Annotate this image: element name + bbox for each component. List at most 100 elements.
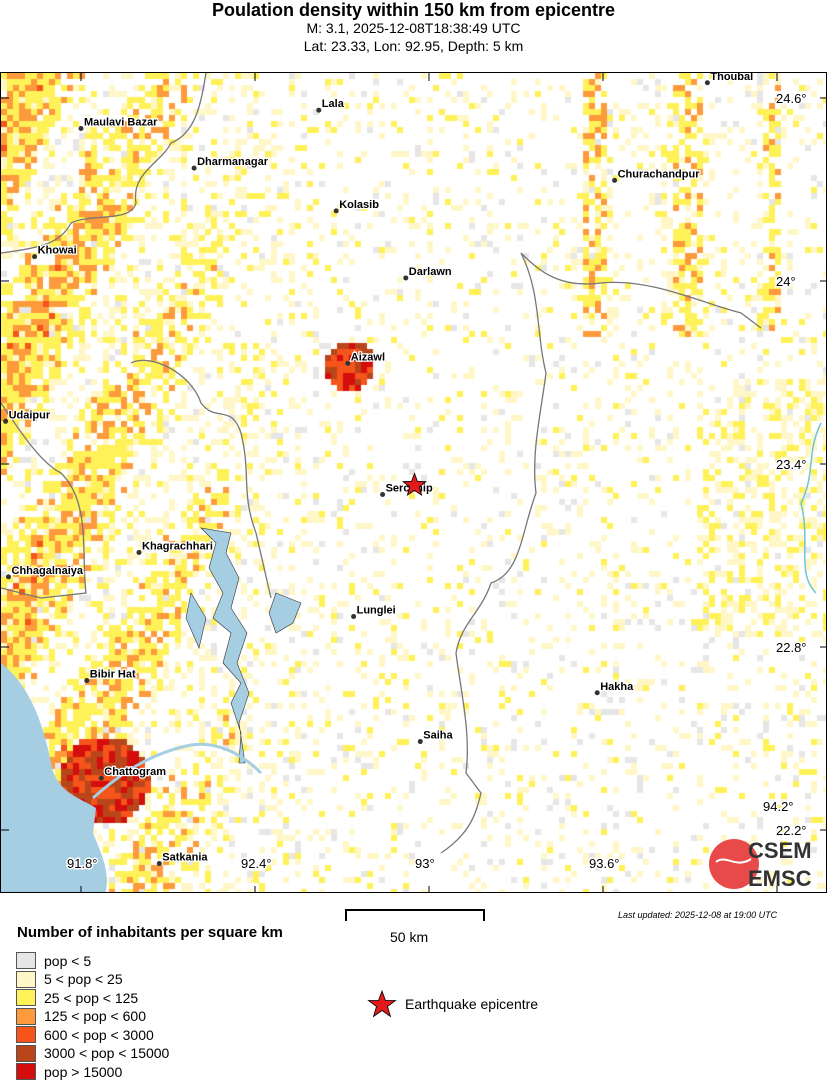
- water-bodies: [1, 422, 822, 892]
- population-density-map[interactable]: 91.8° 92.4° 93° 93.6° 94.2° 24.6° 24° 23.4° 22.8…: [0, 72, 827, 893]
- city-marker: Dharmanagar: [191, 155, 270, 171]
- kaptai-lake: [185, 527, 302, 764]
- city-marker: Darlawn: [403, 265, 453, 281]
- svg-text:CSEM: CSEM: [748, 838, 812, 863]
- city-label: Saiha: [423, 730, 453, 742]
- city-marker: Chattogram: [98, 765, 167, 781]
- scale-bar: [345, 909, 485, 921]
- city-label: Udaipur: [9, 409, 51, 421]
- city-marker: Satkania: [156, 850, 210, 867]
- legend-item: pop < 5: [16, 952, 91, 969]
- legend-label: 5 < pop < 25: [44, 971, 123, 987]
- city-label: Maulavi Bazar: [84, 117, 158, 129]
- legend-swatch: [16, 989, 36, 1006]
- city-marker: Khagrachhari: [136, 539, 214, 555]
- city-marker: Khowai: [32, 243, 78, 260]
- city-label: Churachandpur: [618, 168, 701, 180]
- city-marker: Maulavi Bazar: [78, 115, 159, 131]
- city-label: Aizawl: [351, 351, 385, 363]
- bay-of-bengal: [1, 663, 107, 892]
- legend-swatch: [16, 1026, 36, 1043]
- city-dot: [417, 739, 423, 745]
- city-dot: [156, 861, 162, 867]
- svg-text:EMSC: EMSC: [748, 866, 812, 891]
- city-marker: Saiha: [417, 728, 455, 745]
- lat-label: 22.8°: [776, 640, 807, 655]
- lat-label: 23.4°: [776, 457, 807, 472]
- legend-swatch: [16, 1044, 36, 1062]
- india-myanmar-border: [440, 252, 762, 854]
- city-dot: [351, 614, 357, 619]
- city-dot: [98, 775, 104, 781]
- legend-swatch: [16, 1007, 36, 1025]
- lon-label: 92.4°: [241, 856, 272, 871]
- city-dot: [333, 208, 339, 214]
- city-label: Lunglei: [357, 605, 396, 617]
- legend-label: 125 < pop < 600: [44, 1008, 146, 1024]
- city-dot: [78, 126, 84, 131]
- legend-item: pop > 15000: [16, 1063, 122, 1080]
- lon-label: 91.8°: [67, 856, 98, 871]
- city-label: Khowai: [38, 245, 77, 257]
- city-marker: Aizawl: [345, 350, 386, 366]
- city-marker: Churachandpur: [612, 167, 701, 183]
- city-dot: [191, 165, 197, 171]
- city-dot: [594, 690, 600, 696]
- map-title: Poulation density within 150 km from epi…: [211, 0, 616, 20]
- legend-swatch: [16, 952, 36, 969]
- city-dot: [380, 492, 386, 497]
- epicentre-label: Earthquake epicentre: [405, 996, 539, 1012]
- legend-item: 600 < pop < 3000: [16, 1026, 154, 1043]
- tripura-border: [1, 402, 87, 599]
- city-dot: [612, 177, 618, 183]
- scale-label: 50 km: [390, 929, 429, 945]
- epicentre-star-icon: [402, 472, 427, 497]
- legend-item: 125 < pop < 600: [16, 1007, 146, 1025]
- city-dot: [403, 275, 409, 281]
- east-river: [800, 422, 822, 594]
- city-marker: Bibir Hat: [84, 667, 137, 684]
- lat-label: 24.6°: [776, 91, 807, 106]
- city-label: Lala: [322, 98, 345, 110]
- borders: [1, 73, 762, 854]
- legend-label: pop > 15000: [44, 1063, 123, 1080]
- city-dot: [84, 678, 90, 684]
- city-label: Chhagalnaiya: [12, 565, 84, 577]
- city-dot: [6, 574, 11, 580]
- legend-item: 25 < pop < 125: [16, 989, 138, 1006]
- city-marker: Lala: [316, 97, 346, 113]
- city-marker: Hakha: [594, 680, 635, 696]
- city-marker: Udaipur: [3, 408, 52, 424]
- csem-emsc-logo: CSEM EMSC: [709, 838, 812, 891]
- city-marker: Kolasib: [333, 198, 380, 214]
- city-dot: [136, 549, 142, 555]
- event-info: M: 3.1, 2025-12-08T18:38:49 UTC: [306, 20, 521, 36]
- map-overlay: 91.8° 92.4° 93° 93.6° 94.2° 24.6° 24° 23.4° 22.8…: [1, 73, 826, 892]
- river: [92, 742, 263, 800]
- city-label: Thoubal: [710, 73, 753, 83]
- legend-swatch: [16, 970, 36, 988]
- city-dot: [316, 107, 322, 113]
- city-label: Dharmanagar: [197, 156, 269, 168]
- city-dot: [3, 418, 9, 424]
- city-label: Darlawn: [409, 266, 452, 278]
- city-label: Kolasib: [339, 199, 379, 211]
- city-label: Satkania: [162, 852, 208, 864]
- city-marker: Thoubal: [704, 73, 754, 86]
- city-labels: Thoubal Lala Maulavi Bazar Dharmanagar Chura…: [3, 73, 754, 867]
- lon-label: 93°: [415, 856, 435, 871]
- lat-label: 24°: [776, 274, 796, 289]
- legend-label: 3000 < pop < 15000: [44, 1045, 170, 1061]
- city-label: Khagrachhari: [142, 540, 213, 552]
- city-label: Chattogram: [104, 766, 166, 778]
- city-dot: [345, 360, 351, 366]
- city-label: Bibir Hat: [90, 669, 136, 681]
- city-dot: [704, 80, 710, 86]
- lat-label: 22.2°: [776, 823, 807, 838]
- legend-label: 25 < pop < 125: [44, 989, 139, 1006]
- lon-label: 93.6°: [589, 856, 620, 871]
- legend-label: pop < 5: [44, 952, 92, 969]
- legend-title: Number of inhabitants per square km: [17, 924, 283, 941]
- legend-item: 3000 < pop < 15000: [16, 1044, 170, 1062]
- legend-label: 600 < pop < 3000: [44, 1026, 154, 1043]
